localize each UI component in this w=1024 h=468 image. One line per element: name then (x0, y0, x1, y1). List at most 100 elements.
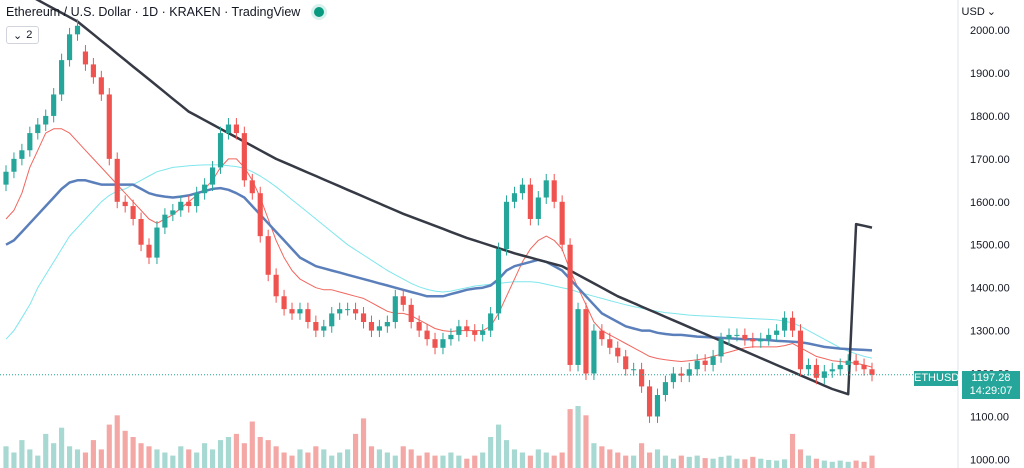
volume-bar (384, 452, 390, 468)
candle-body (138, 218, 144, 245)
candle-body (392, 296, 398, 323)
candle-body (154, 227, 160, 258)
volume-bar (853, 460, 859, 468)
volume-bar (742, 459, 748, 468)
volume-bar (297, 449, 303, 468)
volume-bar (51, 443, 57, 468)
volume-bar (789, 433, 796, 468)
candle-body (782, 317, 788, 331)
candle-body (90, 64, 96, 78)
volume-bar (631, 455, 637, 468)
volume-bar (305, 452, 311, 468)
volume-bar (503, 440, 510, 468)
candle-body (869, 369, 875, 375)
volume-bar (511, 449, 518, 468)
candle-body (813, 364, 819, 378)
candle-body (639, 369, 645, 387)
candle-body (543, 180, 549, 198)
volume-bar (448, 452, 454, 468)
candle-body (233, 124, 239, 134)
candle-body (313, 322, 319, 331)
volume-bar (273, 446, 279, 468)
candle-body (646, 386, 653, 417)
last-price-tag: 1197.28 14:29:07 (962, 371, 1020, 399)
volume-bar (321, 449, 327, 468)
candle-body (797, 330, 804, 370)
volume-bar (345, 449, 351, 468)
volume-bar (464, 458, 470, 468)
volume-bar (35, 455, 41, 468)
candle-body (686, 369, 692, 376)
volume-bar (710, 458, 716, 468)
candle-body (35, 124, 41, 134)
volume-bar (82, 452, 89, 468)
volume-bar (694, 455, 700, 468)
candle-body (559, 201, 565, 245)
candle-body (82, 51, 89, 65)
candle-body (209, 167, 216, 185)
currency-selector[interactable]: USD ⌄ (962, 5, 996, 19)
volume-bar (360, 418, 367, 468)
bar-countdown: 14:29:07 (969, 385, 1013, 397)
volume-bar (686, 456, 692, 468)
volume-bar (138, 443, 144, 468)
candle-body (591, 330, 597, 374)
candle-body (654, 395, 661, 417)
volume-bar (27, 449, 33, 468)
volume-bar (750, 456, 756, 468)
volume-bar (559, 452, 565, 468)
candle-body (837, 364, 843, 370)
volume-bar (98, 449, 104, 468)
volume-bar (202, 443, 208, 468)
candle-body (615, 347, 621, 357)
y-tick-label: 1500.00 (970, 240, 1010, 252)
volume-bar (257, 437, 263, 468)
volume-bar (623, 455, 629, 468)
candle-body (758, 339, 764, 342)
candle-body (122, 201, 128, 207)
y-tick-label: 1300.00 (970, 326, 1010, 338)
volume-bar (130, 437, 136, 468)
volume-bar (861, 461, 867, 468)
volume-bar (488, 437, 494, 468)
candle-body (774, 330, 780, 335)
volume-bar (782, 459, 788, 468)
ma-long-line (35, 0, 873, 396)
volume-bar (43, 433, 49, 468)
candle-body (631, 369, 637, 371)
volume-bar (66, 446, 73, 468)
y-tick-label: 1700.00 (970, 154, 1010, 166)
candle-body (98, 77, 104, 95)
volume-bar (400, 446, 406, 468)
candle-body (281, 296, 287, 310)
candle-body (297, 309, 303, 314)
volume-bar (154, 449, 160, 468)
candle-body (289, 309, 295, 314)
volume-bar (289, 455, 295, 468)
candle-body (376, 326, 382, 331)
candle-body (575, 309, 581, 365)
volume-bar (352, 433, 359, 468)
candle-body (805, 364, 812, 370)
candle-body (59, 60, 65, 95)
ma-light-line (5, 164, 873, 359)
candle-body (607, 339, 613, 348)
volume-bar (766, 459, 772, 468)
volume-bar (527, 455, 533, 468)
volume-bar (11, 452, 17, 468)
candle-body (352, 309, 359, 314)
candle-body (464, 326, 470, 331)
candle-body (861, 364, 867, 370)
candle-body (27, 133, 33, 151)
volume-bar (654, 449, 661, 468)
candle-body (424, 330, 430, 340)
candle-body (19, 150, 25, 159)
volume-bar (567, 409, 573, 468)
volume-bar (416, 455, 422, 468)
volume-bar (233, 433, 239, 468)
chart-header: Ethereum / U.S. Dollar · 1D · KRAKEN · T… (6, 5, 325, 19)
indicator-collapse-button[interactable]: ⌄ 2 (6, 26, 40, 44)
volume-bar (535, 449, 541, 468)
volume-bar (368, 446, 375, 468)
